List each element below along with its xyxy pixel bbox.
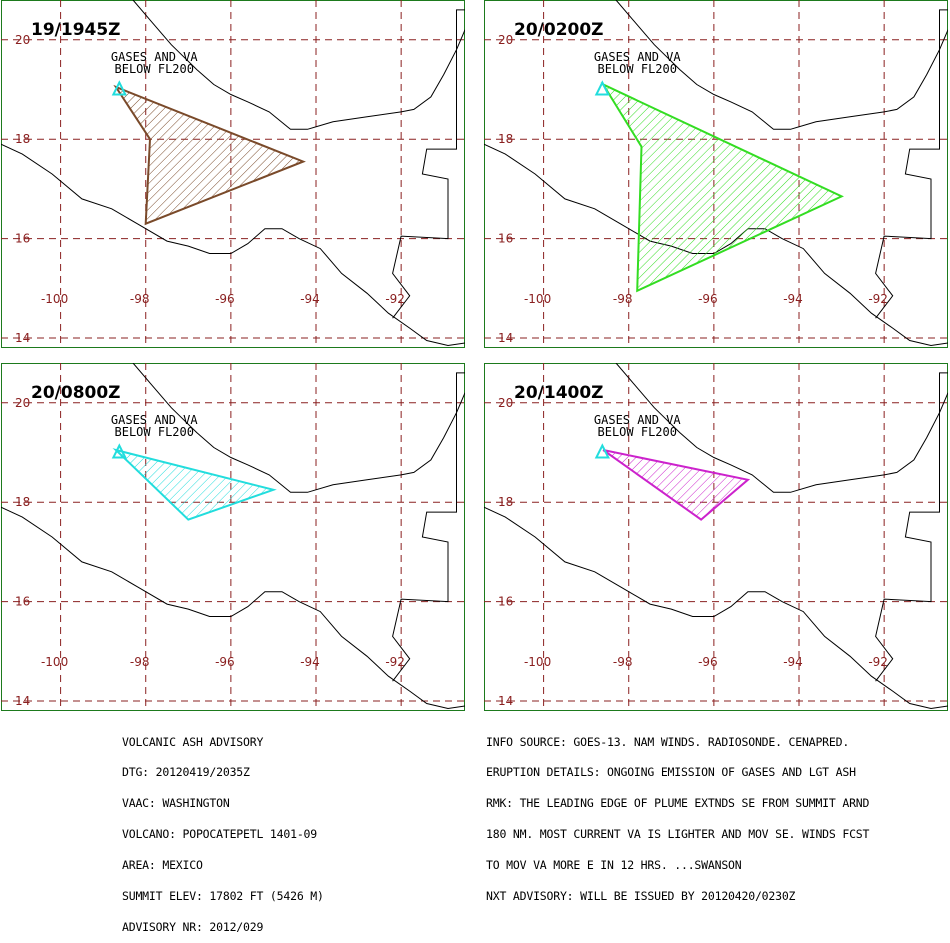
advisory-line: 180 NM. MOST CURRENT VA IS LIGHTER AND M… <box>486 827 870 842</box>
latitude-tick-label: 16 <box>498 595 513 609</box>
guatemala-border <box>392 9 465 319</box>
advisory-line: DTG: 20120419/2035Z <box>122 765 250 780</box>
longitude-tick-label: -96 <box>215 292 235 306</box>
advisory-line: VOLCANIC ASH ADVISORY <box>122 734 264 749</box>
longitude-tick-label: -98 <box>613 655 633 669</box>
longitude-tick-label: -94 <box>783 655 803 669</box>
plume-label-line2: BELOW FL200 <box>115 62 194 76</box>
advisory-line: ADVISORY NR: 2012/029 <box>122 919 264 934</box>
plume-label-line1: GASES AND VA <box>594 50 681 64</box>
panel-frame <box>484 363 948 711</box>
advisory-line: ERUPTION DETAILS: ONGOING EMISSION OF GA… <box>486 765 856 780</box>
advisory-line: VAAC: WASHINGTON <box>122 796 230 811</box>
latitude-tick-label: 18 <box>15 132 30 146</box>
advisory-line: RMK: THE LEADING EDGE OF PLUME EXTNDS SE… <box>486 796 870 811</box>
volcano-triangle-icon <box>594 443 610 459</box>
longitude-tick-label: -92 <box>385 292 405 306</box>
panel-time-title: 20/1400Z <box>514 383 604 403</box>
volcano-triangle-icon <box>111 80 127 96</box>
advisory-line: TO MOV VA MORE E IN 12 HRS. ...SWANSON <box>486 858 742 873</box>
latitude-tick-label: 14 <box>498 694 513 708</box>
advisory-line: AREA: MEXICO <box>122 858 203 873</box>
ash-plume-polygon <box>600 82 844 293</box>
advisory-header-block: VOLCANIC ASH ADVISORY DTG: 20120419/2035… <box>122 716 324 943</box>
latitude-tick-label: 20 <box>498 396 513 410</box>
longitude-tick-label: -96 <box>698 655 718 669</box>
longitude-tick-label: -96 <box>698 292 718 306</box>
longitude-tick-label: -92 <box>868 292 888 306</box>
ash-plume-polygon <box>112 448 277 521</box>
longitude-tick-label: -98 <box>130 655 150 669</box>
panel-frame <box>1 363 465 711</box>
latitude-tick-label: 16 <box>498 232 513 246</box>
longitude-tick-label: -100 <box>524 292 551 306</box>
guatemala-border <box>875 9 948 319</box>
longitude-tick-label: -94 <box>300 292 320 306</box>
plume-label-line2: BELOW FL200 <box>115 425 194 439</box>
plume-label-line2: BELOW FL200 <box>598 62 677 76</box>
latitude-tick-label: 18 <box>498 495 513 509</box>
pacific-coastline <box>1 143 465 347</box>
longitude-tick-label: -100 <box>524 655 551 669</box>
latitude-tick-label: 20 <box>15 396 30 410</box>
latitude-tick-label: 18 <box>15 495 30 509</box>
latitude-tick-label: 20 <box>498 33 513 47</box>
longitude-tick-label: -92 <box>385 655 405 669</box>
advisory-line: VOLCANO: POPOCATEPETL 1401-09 <box>122 827 317 842</box>
pacific-coastline <box>1 506 465 710</box>
ash-plume-polygon <box>602 449 751 521</box>
gulf-coastline <box>615 0 948 130</box>
advisory-line: SUMMIT ELEV: 17802 FT (5426 M) <box>122 889 324 904</box>
latitude-tick-label: 14 <box>498 331 513 345</box>
pacific-coastline <box>484 506 948 710</box>
latitude-tick-label: 18 <box>498 132 513 146</box>
latitude-tick-label: 14 <box>15 694 30 708</box>
guatemala-border <box>875 372 948 682</box>
longitude-tick-label: -94 <box>300 655 320 669</box>
longitude-tick-label: -98 <box>130 292 150 306</box>
advisory-line: INFO SOURCE: GOES-13. NAM WINDS. RADIOSO… <box>486 734 850 749</box>
latitude-tick-label: 16 <box>15 232 30 246</box>
plume-label-line1: GASES AND VA <box>111 413 198 427</box>
latitude-tick-label: 14 <box>15 331 30 345</box>
panel-time-title: 19/1945Z <box>31 20 121 40</box>
volcano-triangle-icon <box>111 443 127 459</box>
advisory-details-block: INFO SOURCE: GOES-13. NAM WINDS. RADIOSO… <box>486 716 869 912</box>
latitude-tick-label: 20 <box>15 33 30 47</box>
volcano-triangle-icon <box>594 80 610 96</box>
longitude-tick-label: -92 <box>868 655 888 669</box>
gulf-coastline <box>132 0 465 130</box>
plume-label-line1: GASES AND VA <box>111 50 198 64</box>
gulf-coastline <box>615 363 948 493</box>
plume-label-line2: BELOW FL200 <box>598 425 677 439</box>
longitude-tick-label: -94 <box>783 292 803 306</box>
plume-label-line1: GASES AND VA <box>594 413 681 427</box>
longitude-tick-label: -100 <box>41 292 68 306</box>
advisory-line: NXT ADVISORY: WILL BE ISSUED BY 20120420… <box>486 889 796 904</box>
ash-plume-polygon <box>113 84 306 226</box>
gulf-coastline <box>132 363 465 493</box>
longitude-tick-label: -100 <box>41 655 68 669</box>
latitude-tick-label: 16 <box>15 595 30 609</box>
longitude-tick-label: -98 <box>613 292 633 306</box>
panel-time-title: 20/0800Z <box>31 383 121 403</box>
guatemala-border <box>392 372 465 682</box>
panel-time-title: 20/0200Z <box>514 20 604 40</box>
longitude-tick-label: -96 <box>215 655 235 669</box>
